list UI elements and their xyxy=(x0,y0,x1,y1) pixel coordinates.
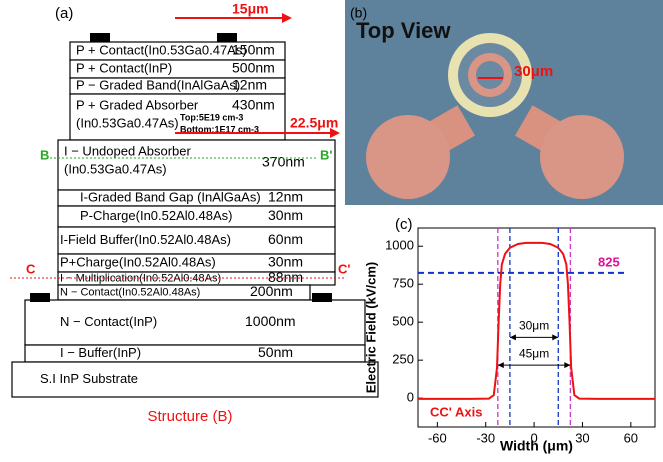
x-tick-label: -60 xyxy=(428,430,447,445)
layer-thickness: 200nm xyxy=(250,283,293,299)
layer-label: N − Contact(InP) xyxy=(60,314,157,329)
cut-label: B' xyxy=(320,147,332,162)
y-tick-label: 1000 xyxy=(385,238,414,253)
layer-label: I − Buffer(InP) xyxy=(60,345,141,360)
photo-title: Top View xyxy=(356,18,451,43)
cut-label: C' xyxy=(338,261,350,276)
layer-thickness: 370nm xyxy=(262,154,305,170)
layer-label: I − Multiplication(In0.52Al0.48As) xyxy=(60,272,221,284)
layer-thickness: 60nm xyxy=(268,231,303,247)
contact-pad xyxy=(217,33,237,42)
pad xyxy=(366,115,450,199)
layer-sublabel: (In0.53Ga0.47As) xyxy=(76,115,179,130)
pad xyxy=(540,115,624,199)
x-tick-label: 30 xyxy=(575,430,589,445)
layer-label: P + Graded Absorber xyxy=(76,97,199,112)
layer-label: P + Contact(InP) xyxy=(76,60,172,75)
x-tick-label: -30 xyxy=(476,430,495,445)
photo-dimension: 30μm xyxy=(514,63,553,80)
contact-pad xyxy=(90,33,110,42)
layer-thickness: 500nm xyxy=(232,60,275,76)
layer-thickness: 30nm xyxy=(268,207,303,223)
y-tick-label: 250 xyxy=(392,352,414,367)
layer-sublabel: (In0.53Ga0.47As) xyxy=(64,161,167,176)
caption: Structure (B) xyxy=(147,408,232,425)
photo: (b) Top View 30μm xyxy=(345,0,663,205)
layer-thickness: 12nm xyxy=(232,77,267,93)
arrow-head xyxy=(282,13,292,23)
y-axis-label: Electric Field (kV/cm) xyxy=(363,262,378,394)
x-axis-label: Width (μm) xyxy=(500,438,573,454)
figure: (b) Top View 30μm (a) Structure (B) P + … xyxy=(0,0,663,457)
y-tick-label: 750 xyxy=(392,276,414,291)
contact-pad xyxy=(312,293,332,302)
layer-thickness: 150nm xyxy=(232,42,275,58)
x-tick-label: 60 xyxy=(624,430,638,445)
layer-label: I-Graded Band Gap (InAlGaAs) xyxy=(80,189,261,204)
cut-label: B xyxy=(40,147,49,162)
dimension: 22.5μm xyxy=(290,115,338,131)
layer-label: P-Charge(In0.52Al0.48As) xyxy=(80,208,232,223)
layer-thickness: 12nm xyxy=(268,189,303,205)
mesa-inner xyxy=(476,61,504,89)
layer-label: P + Contact(In0.53Ga0.47As) xyxy=(76,42,247,57)
panel-label: (a) xyxy=(55,5,73,22)
contact-pad xyxy=(30,293,50,302)
layer-thickness: 1000nm xyxy=(245,313,296,329)
y-tick-label: 500 xyxy=(392,314,414,329)
span-label: 45μm xyxy=(519,346,549,360)
h-ref-label: 825 xyxy=(598,254,620,269)
layer-label: I-Field Buffer(In0.52Al0.48As) xyxy=(60,232,231,247)
y-tick-label: 0 xyxy=(407,390,414,405)
span-label: 30μm xyxy=(519,319,549,333)
doping-note: Top:5E19 cm-3 xyxy=(180,112,243,122)
layer-label: P+Charge(In0.52Al0.48As) xyxy=(60,254,216,269)
dimension: 15μm xyxy=(232,1,269,17)
layer-thickness: 430nm xyxy=(232,97,275,113)
panel-label: (c) xyxy=(395,216,413,233)
annotation: CC' Axis xyxy=(430,404,482,419)
layer-thickness: 30nm xyxy=(268,254,303,270)
layer-label: I − Undoped Absorber xyxy=(64,143,192,158)
layer-label: S.I InP Substrate xyxy=(40,371,138,386)
layer-label: N − Contact(In0.52Al0.48As) xyxy=(60,286,200,298)
layer-thickness: 50nm xyxy=(258,344,293,360)
cut-label: C xyxy=(26,261,36,276)
layer-label: P − Graded Band(InAlGaAs) xyxy=(76,77,240,92)
